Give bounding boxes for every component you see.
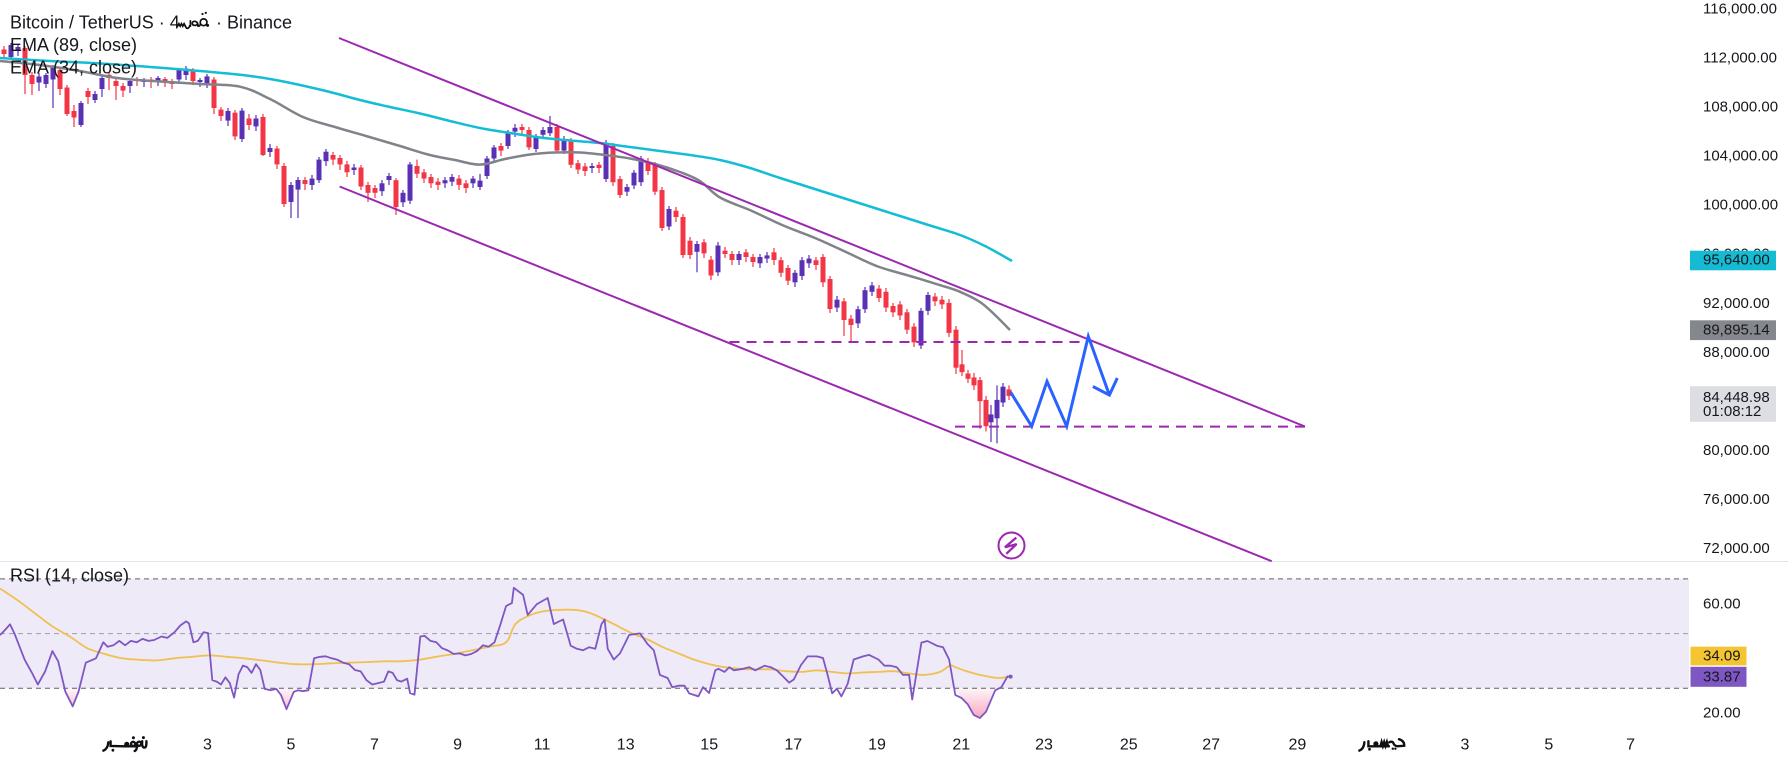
svg-text:92,000.00: 92,000.00: [1703, 295, 1770, 312]
svg-text:88,000.00: 88,000.00: [1703, 344, 1770, 361]
svg-text:9: 9: [453, 737, 462, 754]
svg-text:13: 13: [617, 737, 635, 754]
svg-text:80,000.00: 80,000.00: [1703, 442, 1770, 459]
svg-text:17: 17: [784, 737, 802, 754]
svg-text:01:08:12: 01:08:12: [1703, 403, 1761, 420]
svg-text:84,448.98: 84,448.98: [1703, 389, 1770, 406]
svg-text:11: 11: [534, 737, 551, 754]
svg-text:108,000.00: 108,000.00: [1703, 99, 1778, 116]
svg-text:60.00: 60.00: [1703, 596, 1741, 613]
svg-text:25: 25: [1120, 737, 1138, 754]
svg-text:20.00: 20.00: [1703, 705, 1741, 722]
svg-text:23: 23: [1035, 737, 1053, 754]
svg-text:95,640.00: 95,640.00: [1703, 252, 1770, 269]
svg-text:RSI (14, close): RSI (14, close): [10, 566, 129, 586]
svg-text:34.09: 34.09: [1703, 648, 1741, 665]
svg-text:89,895.14: 89,895.14: [1703, 322, 1770, 339]
svg-text:27: 27: [1202, 737, 1220, 754]
svg-text:7: 7: [370, 737, 379, 754]
svg-text:21: 21: [952, 737, 970, 754]
svg-text:Bitcoin / TetherUS · 4: Bitcoin / TetherUS · 4: [10, 13, 180, 33]
svg-text:33.87: 33.87: [1703, 669, 1741, 686]
svg-text:112,000.00: 112,000.00: [1703, 50, 1777, 67]
svg-text:5: 5: [287, 737, 296, 754]
svg-text:3: 3: [203, 737, 212, 754]
svg-text:5: 5: [1544, 737, 1553, 754]
svg-text:72,000.00: 72,000.00: [1703, 540, 1770, 557]
svg-text:100,000.00: 100,000.00: [1703, 197, 1778, 214]
svg-text:· Binance: · Binance: [216, 13, 292, 33]
svg-text:76,000.00: 76,000.00: [1703, 491, 1770, 508]
svg-text:EMA (89, close): EMA (89, close): [10, 35, 137, 55]
svg-text:104,000.00: 104,000.00: [1703, 148, 1778, 165]
svg-text:3: 3: [1461, 737, 1470, 754]
svg-text:EMA (34, close): EMA (34, close): [10, 58, 137, 78]
svg-text:116,000.00: 116,000.00: [1703, 0, 1777, 17]
svg-text:19: 19: [868, 737, 886, 754]
svg-text:15: 15: [700, 737, 718, 754]
svg-text:29: 29: [1289, 737, 1307, 754]
svg-text:7: 7: [1626, 737, 1635, 754]
